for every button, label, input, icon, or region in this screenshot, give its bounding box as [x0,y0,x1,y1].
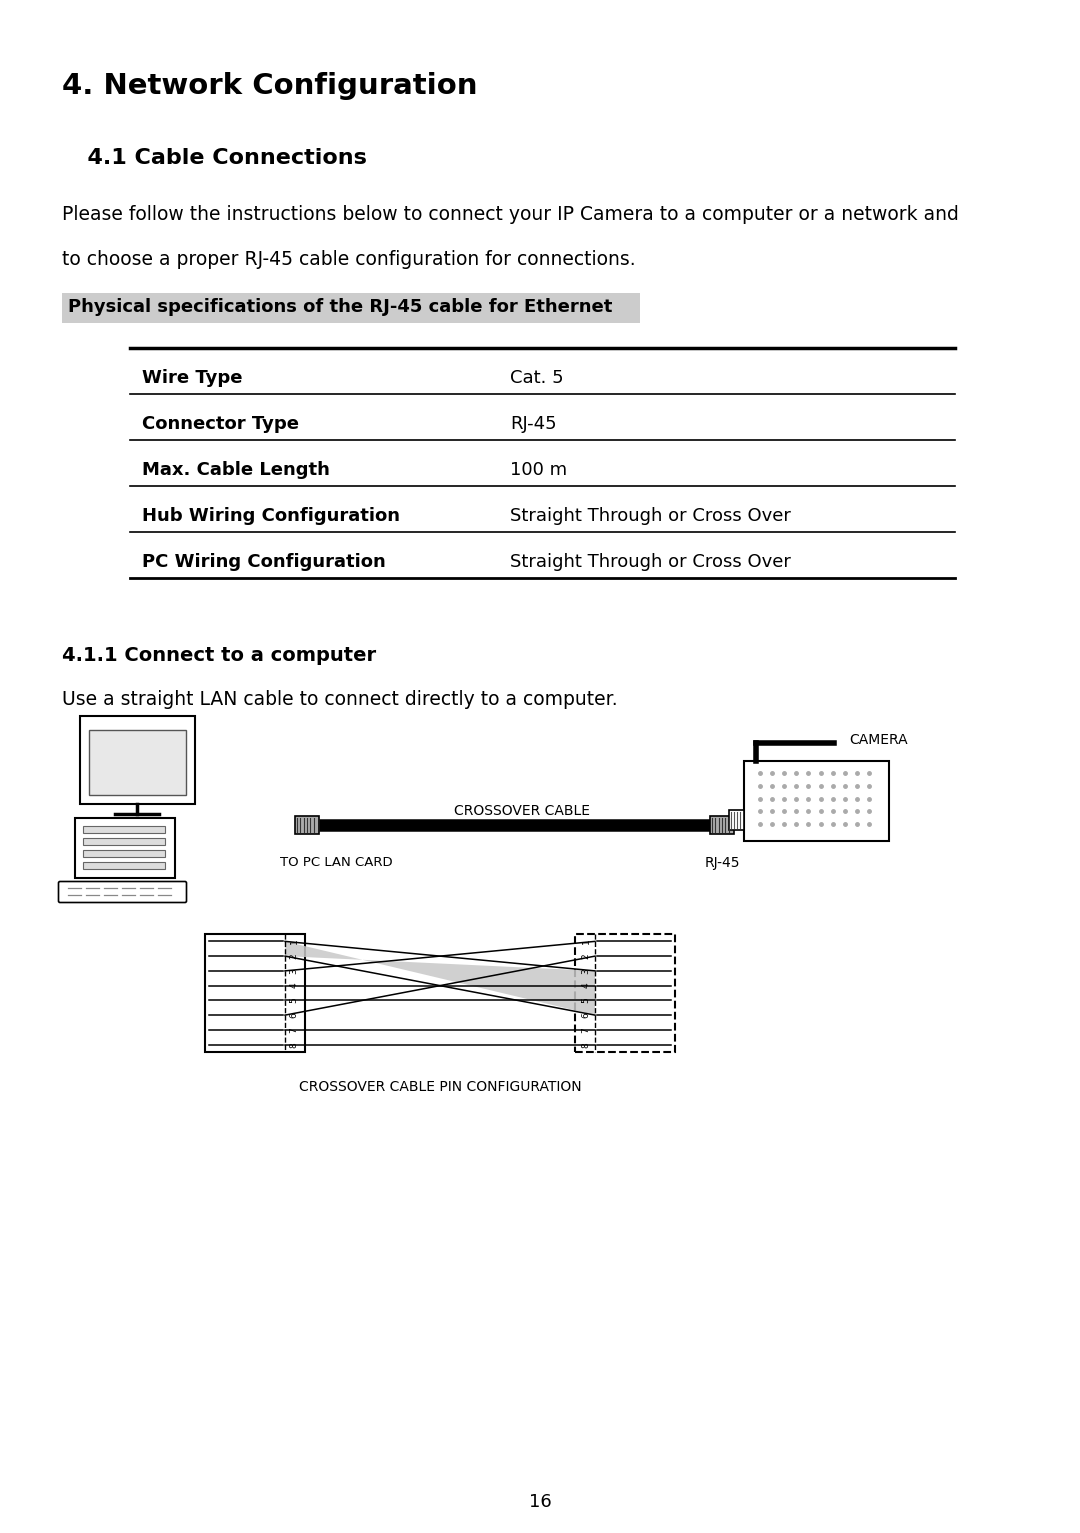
Bar [205,934,305,1052]
Text: CAMERA: CAMERA [849,733,907,747]
FancyBboxPatch shape [58,881,187,903]
Text: CROSSOVER CABLE: CROSSOVER CABLE [455,803,591,819]
Text: 4.1.1 Connect to a computer: 4.1.1 Connect to a computer [62,645,376,665]
Bar [62,293,640,323]
Text: 4: 4 [581,983,591,989]
Text: Physical specifications of the RJ-45 cable for Ethernet: Physical specifications of the RJ-45 cab… [68,297,612,316]
Bar [80,716,195,803]
Polygon shape [285,941,595,1015]
Text: 6: 6 [289,1012,298,1018]
Text: 5: 5 [581,998,591,1003]
Text: 7: 7 [581,1027,591,1033]
Text: Hub Wiring Configuration: Hub Wiring Configuration [141,507,400,524]
Text: Wire Type: Wire Type [141,369,243,386]
Text: Please follow the instructions below to connect your IP Camera to a computer or : Please follow the instructions below to … [62,205,959,224]
Text: 3: 3 [289,967,298,973]
Bar [295,816,319,834]
Text: PC Wiring Configuration: PC Wiring Configuration [141,553,386,570]
Bar [83,826,165,832]
Text: 7: 7 [289,1027,298,1033]
Text: 4.1 Cable Connections: 4.1 Cable Connections [72,149,367,169]
Text: Straight Through or Cross Over: Straight Through or Cross Over [510,507,791,524]
Text: 2: 2 [581,954,591,960]
Text: 5: 5 [289,998,298,1003]
Text: Connector Type: Connector Type [141,415,299,432]
Text: 1: 1 [289,938,298,944]
Text: 8: 8 [581,1042,591,1047]
Text: RJ-45: RJ-45 [705,855,741,871]
Text: CROSSOVER CABLE PIN CONFIGURATION: CROSSOVER CABLE PIN CONFIGURATION [299,1081,581,1095]
Text: RJ-45: RJ-45 [510,415,556,432]
Bar [75,819,175,878]
Bar [729,809,744,829]
Bar [83,862,165,869]
Bar [89,730,186,796]
Bar [744,760,889,842]
Text: Straight Through or Cross Over: Straight Through or Cross Over [510,553,791,570]
Text: Cat. 5: Cat. 5 [510,369,564,386]
Text: 6: 6 [581,1012,591,1018]
Text: 3: 3 [581,967,591,973]
Bar [83,849,165,857]
Text: 16: 16 [528,1493,552,1512]
Text: 2: 2 [289,954,298,960]
Text: 8: 8 [289,1042,298,1047]
Bar [83,839,165,845]
Text: to choose a proper RJ-45 cable configuration for connections.: to choose a proper RJ-45 cable configura… [62,250,636,268]
Bar [710,816,734,834]
Text: Max. Cable Length: Max. Cable Length [141,461,329,478]
Text: 4. Network Configuration: 4. Network Configuration [62,72,477,100]
Text: TO PC LAN CARD: TO PC LAN CARD [280,855,393,869]
Text: 100 m: 100 m [510,461,567,478]
Text: 1: 1 [581,938,591,944]
Text: Use a straight LAN cable to connect directly to a computer.: Use a straight LAN cable to connect dire… [62,690,618,708]
Text: 4: 4 [289,983,298,989]
Bar [575,934,675,1052]
